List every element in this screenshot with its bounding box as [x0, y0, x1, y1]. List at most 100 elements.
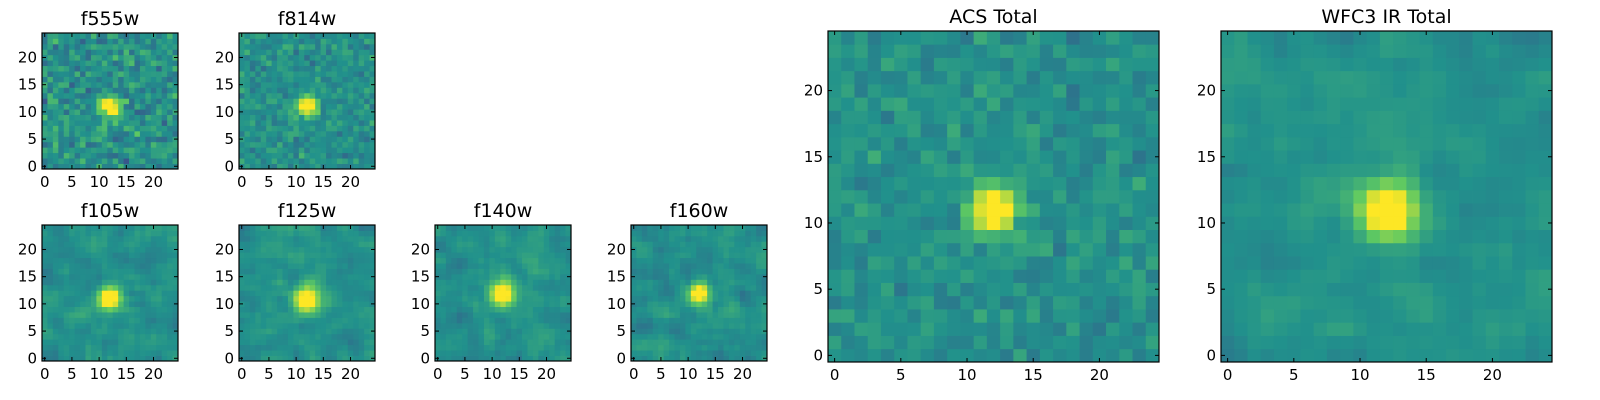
heatmap-cell — [364, 71, 370, 77]
heatmap-cell — [52, 130, 59, 137]
heatmap-cell — [156, 339, 163, 346]
heatmap-cell — [309, 306, 316, 313]
heatmap-cell — [96, 43, 103, 50]
heatmap-cell — [85, 344, 92, 351]
heatmap-cell — [63, 114, 70, 121]
heatmap-cell — [358, 295, 365, 302]
heatmap-cell — [516, 241, 523, 248]
y-tick-label: 10 — [804, 214, 823, 232]
y-tick-label: 15 — [18, 268, 37, 286]
heatmap-cell — [364, 163, 370, 170]
heatmap-cell — [527, 235, 534, 242]
heatmap-cell — [107, 306, 114, 313]
heatmap-cell — [342, 43, 349, 50]
heatmap-cell — [63, 279, 70, 286]
heatmap-cell — [750, 230, 757, 237]
heatmap-cell — [266, 252, 273, 259]
heatmap-cell — [451, 295, 458, 302]
heatmap-cell — [712, 279, 719, 286]
heatmap-cell — [107, 230, 114, 237]
heatmap-cell — [718, 252, 724, 259]
heatmap-cell — [894, 31, 908, 45]
heatmap-cell — [1106, 83, 1120, 98]
heatmap-cell — [473, 241, 479, 248]
heatmap-cell — [167, 306, 173, 313]
heatmap-cell — [538, 290, 545, 297]
heatmap-cell — [1419, 348, 1434, 363]
heatmap-cell — [326, 103, 332, 110]
heatmap-cell — [1287, 282, 1301, 297]
heatmap-cell — [260, 284, 267, 291]
heatmap-cell — [652, 322, 659, 329]
heatmap-cell — [1000, 136, 1014, 151]
heatmap-cell — [701, 312, 708, 318]
heatmap-cell — [244, 339, 251, 346]
heatmap-cell — [150, 312, 157, 318]
heatmap-cell — [293, 290, 300, 297]
heatmap-cell — [353, 301, 360, 307]
heatmap-cell — [52, 263, 59, 269]
heatmap-cell — [331, 130, 338, 137]
heatmap-cell — [112, 273, 119, 280]
heatmap-cell — [118, 290, 124, 297]
heatmap-cell — [1406, 335, 1420, 350]
heatmap-cell — [277, 317, 283, 324]
x-tick-label: 0 — [237, 365, 247, 383]
heatmap-cell — [1145, 110, 1160, 125]
heatmap-cell — [560, 295, 566, 302]
heatmap-cell — [522, 273, 528, 280]
heatmap-cell — [1525, 322, 1540, 336]
heatmap-cell — [462, 295, 469, 302]
heatmap-cell — [690, 350, 697, 356]
heatmap-cell — [1419, 163, 1434, 178]
heatmap-cell — [1538, 242, 1553, 257]
heatmap-cell — [161, 49, 168, 56]
heatmap-cell — [1260, 282, 1275, 297]
heatmap-cell — [320, 301, 327, 307]
heatmap-cell — [139, 241, 146, 248]
heatmap-cell — [287, 158, 294, 164]
heatmap-cell — [282, 273, 289, 280]
heatmap-cell — [85, 158, 92, 164]
heatmap-cell — [167, 301, 173, 307]
heatmap-cell — [734, 230, 741, 237]
heatmap-cell — [63, 246, 70, 253]
heatmap-cell — [669, 306, 675, 313]
heatmap-cell — [828, 295, 842, 310]
heatmap-cell — [456, 241, 463, 248]
heatmap-cell — [1419, 256, 1434, 270]
heatmap-cell — [358, 328, 365, 335]
heatmap-cell — [145, 235, 152, 242]
heatmap-cell — [554, 339, 561, 346]
heatmap-cell — [172, 306, 179, 313]
heatmap-cell — [1340, 309, 1354, 323]
heatmap-cell — [1079, 309, 1094, 323]
heatmap-cell — [739, 235, 746, 242]
heatmap-cell — [156, 147, 163, 154]
heatmap-cell — [304, 284, 311, 291]
heatmap-cell — [90, 350, 97, 356]
heatmap-cell — [435, 241, 441, 248]
y-tick-label: 5 — [27, 322, 37, 340]
heatmap-cell — [358, 312, 365, 318]
heatmap-cell — [494, 273, 501, 280]
heatmap-cell — [1119, 189, 1133, 204]
heatmap-cell — [80, 141, 86, 148]
heatmap-cell — [728, 339, 735, 346]
heatmap-cell — [723, 273, 730, 280]
heatmap-cell — [315, 235, 321, 242]
heatmap-cell — [260, 163, 267, 170]
heatmap-cell — [260, 312, 267, 318]
heatmap-cell — [652, 263, 659, 269]
heatmap-cell — [1340, 176, 1354, 191]
heatmap-cell — [63, 257, 70, 264]
heatmap-cell — [123, 339, 130, 346]
heatmap-cell — [282, 43, 289, 50]
heatmap-cell — [304, 76, 311, 83]
heatmap-cell — [920, 216, 935, 230]
heatmap-cell — [342, 344, 349, 351]
heatmap-cell — [52, 295, 59, 302]
heatmap-cell — [156, 43, 163, 50]
heatmap-cell — [960, 176, 975, 191]
heatmap-cell — [80, 33, 86, 39]
